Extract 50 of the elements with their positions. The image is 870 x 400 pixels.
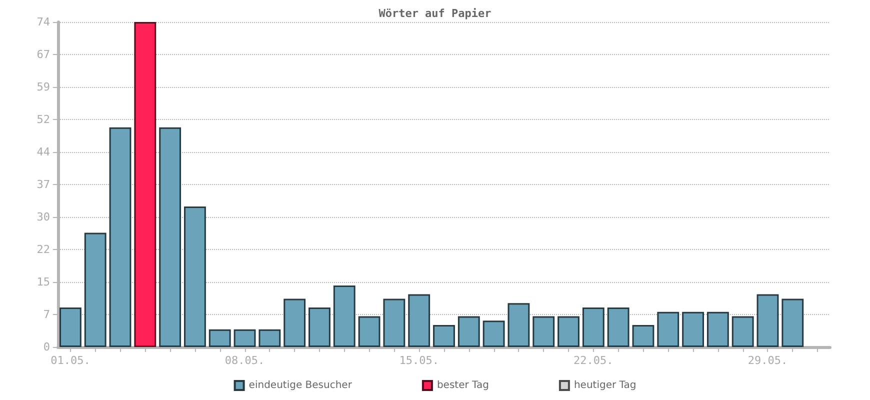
bar (607, 307, 630, 347)
x-tick-label: 15.05. (399, 354, 439, 367)
bar (732, 316, 754, 347)
bar (358, 316, 380, 347)
x-tick-label: 22.05. (574, 354, 614, 367)
bar (59, 307, 82, 347)
bar (632, 325, 654, 347)
chart-title: Wörter auf Papier (378, 7, 492, 20)
bar (184, 206, 206, 347)
bar (208, 329, 231, 347)
bar (508, 303, 530, 347)
bar (308, 307, 330, 347)
y-tick-label: 15 (36, 276, 50, 288)
bar (782, 298, 804, 347)
bar (109, 127, 132, 347)
bar (756, 294, 779, 347)
y-tick-label: 44 (36, 146, 50, 158)
bar (258, 329, 281, 347)
bar (284, 298, 306, 347)
x-tick-label: 08.05. (224, 354, 265, 367)
y-tick-label: 22 (36, 243, 50, 256)
y-tick-label: 0 (43, 340, 50, 354)
bar (558, 316, 580, 347)
legend-label: bester Tag (436, 380, 489, 391)
bar (383, 298, 406, 347)
legend-label: eindeutige Besucher (248, 380, 353, 391)
bar (234, 329, 256, 347)
bar (408, 294, 430, 347)
y-tick-label: 74 (36, 16, 50, 28)
bar (333, 286, 356, 347)
y-tick-label: 7 (43, 308, 50, 321)
bar (482, 320, 505, 347)
y-tick-label: 37 (36, 178, 50, 191)
legend-label: heutiger Tag (574, 380, 636, 391)
bar (458, 316, 480, 347)
y-tick-label: 59 (36, 80, 50, 94)
bar (582, 307, 604, 347)
x-tick-label: 29.05. (748, 354, 788, 367)
y-tick-label: 52 (36, 113, 50, 126)
bar (657, 312, 680, 347)
bar (134, 22, 156, 347)
bar (682, 312, 704, 347)
bar (84, 232, 106, 347)
y-tick-label: 67 (36, 48, 50, 61)
bar (706, 312, 729, 347)
x-tick-label: 01.05. (50, 354, 90, 367)
bar (433, 325, 455, 347)
bar (532, 316, 555, 347)
bar (159, 127, 182, 347)
y-tick-label: 30 (36, 210, 50, 224)
